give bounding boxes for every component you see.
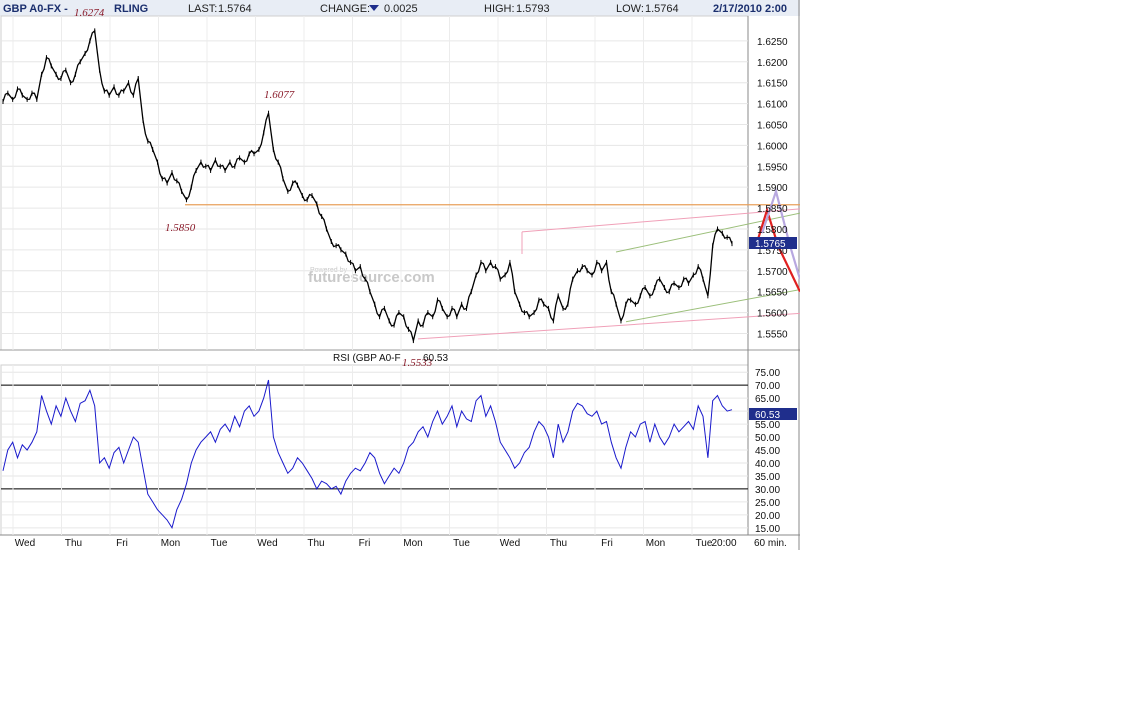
price-tick-label: 1.6200 bbox=[757, 58, 788, 69]
x-axis-label: Thu bbox=[65, 538, 82, 549]
price-gridlines bbox=[1, 16, 748, 350]
header-change-label: CHANGE: bbox=[320, 3, 370, 15]
price-annotation: 1.6077 bbox=[264, 89, 295, 101]
channel-pink-lower bbox=[417, 312, 800, 340]
price-tick-label: 1.6050 bbox=[757, 120, 788, 131]
x-axis-label: Thu bbox=[307, 538, 324, 549]
rsi-tick-label: 45.00 bbox=[755, 446, 780, 457]
quote-header: GBP A0-FX - RLING LAST: 1.5764 CHANGE: 0… bbox=[0, 0, 800, 16]
header-symbol-tail: RLING bbox=[114, 3, 148, 15]
header-datetime: 2/17/2010 2:00 bbox=[713, 3, 787, 15]
x-axis-unit-label: 60 min. bbox=[754, 538, 787, 549]
rsi-last-marker bbox=[749, 408, 797, 420]
rsi-series bbox=[2, 379, 733, 530]
x-axis-label: Tue bbox=[696, 538, 713, 549]
chart-canvas: GBP A0-FX - RLING LAST: 1.5764 CHANGE: 0… bbox=[0, 0, 800, 550]
chart-container: GBP A0-FX - RLING LAST: 1.5764 CHANGE: 0… bbox=[0, 0, 800, 550]
price-annotation: 1.6274 bbox=[74, 7, 105, 19]
header-low-value: 1.5764 bbox=[645, 3, 679, 15]
price-last-value: 1.5765 bbox=[755, 239, 786, 250]
watermark: futuresource.com bbox=[308, 269, 435, 286]
price-tick-label: 1.5750 bbox=[757, 246, 788, 257]
header-symbol: GBP A0-FX - bbox=[3, 3, 68, 15]
rsi-tick-label: 30.00 bbox=[755, 485, 780, 496]
price-last-marker bbox=[749, 237, 797, 249]
price-tick-label: 1.6250 bbox=[757, 37, 788, 48]
price-tick-label: 1.5700 bbox=[757, 267, 788, 278]
rsi-line bbox=[2, 379, 733, 530]
forecast-path-lavender bbox=[760, 187, 800, 280]
rsi-tick-label: 50.00 bbox=[755, 433, 780, 444]
header-bar bbox=[0, 0, 800, 16]
rsi-last-value: 60.53 bbox=[755, 410, 780, 421]
channel-green-lower bbox=[625, 289, 800, 323]
price-tick-label: 1.5550 bbox=[757, 329, 788, 340]
channel-green-upper bbox=[615, 212, 800, 253]
x-axis-label: Thu bbox=[550, 538, 567, 549]
price-tick-label: 1.6000 bbox=[757, 141, 788, 152]
rsi-title: RSI (GBP A0-F bbox=[333, 353, 401, 364]
rsi-tick-label: 70.00 bbox=[755, 381, 780, 392]
x-axis-label: Mon bbox=[646, 538, 665, 549]
price-line bbox=[2, 29, 733, 344]
rsi-tick-label: 40.00 bbox=[755, 459, 780, 470]
price-annotation: 1.5850 bbox=[165, 222, 196, 234]
price-axis-ticks: 1.6250 1.6200 1.6150 1.6100 1.6050 1.6000 1.59… bbox=[757, 37, 788, 341]
rsi-tick-label: 75.00 bbox=[755, 368, 780, 379]
rsi-tick-label: 20.00 bbox=[755, 511, 780, 522]
price-annotations: 1.6274 1.6077 1.5850 1.5533 bbox=[74, 7, 433, 369]
price-tick-label: 1.5800 bbox=[757, 225, 788, 236]
price-tick-label: 1.6150 bbox=[757, 79, 788, 90]
x-axis-label: Mon bbox=[161, 538, 180, 549]
header-high-value: 1.5793 bbox=[516, 3, 550, 15]
price-tick-label: 1.6100 bbox=[757, 100, 788, 111]
x-axis-label: Wed bbox=[15, 538, 35, 549]
channel-pink-upper bbox=[521, 208, 800, 233]
price-tick-label: 1.5950 bbox=[757, 162, 788, 173]
rsi-tick-label: 15.00 bbox=[755, 524, 780, 535]
price-tick-label: 1.5650 bbox=[757, 288, 788, 299]
x-axis-label: Tue bbox=[453, 538, 470, 549]
rsi-title-value: 60.53 bbox=[423, 353, 448, 364]
header-last-label: LAST: bbox=[188, 3, 217, 15]
x-axis-labels: Wed Thu Fri Mon Tue Wed Thu Fri Mon Tue Wed Thu Fri M… bbox=[15, 538, 787, 549]
price-annotation: 1.5533 bbox=[402, 357, 433, 369]
rsi-tick-label: 25.00 bbox=[755, 498, 780, 509]
price-tick-label: 1.5900 bbox=[757, 183, 788, 194]
header-low-label: LOW: bbox=[616, 3, 644, 15]
header-last-value: 1.5764 bbox=[218, 3, 252, 15]
rsi-tick-label: 55.00 bbox=[755, 420, 780, 431]
rsi-tick-label: 65.00 bbox=[755, 394, 780, 405]
x-axis-label: 20:00 bbox=[711, 538, 736, 549]
header-high-label: HIGH: bbox=[484, 3, 515, 15]
x-axis-label: Mon bbox=[403, 538, 422, 549]
price-tick-label: 1.5600 bbox=[757, 309, 788, 320]
rsi-tick-label: 35.00 bbox=[755, 472, 780, 483]
x-axis-label: Fri bbox=[359, 538, 371, 549]
down-arrow-icon bbox=[369, 5, 379, 11]
x-axis-label: Wed bbox=[500, 538, 520, 549]
price-tick-label: 1.5850 bbox=[757, 204, 788, 215]
header-change-value: 0.0025 bbox=[384, 3, 418, 15]
x-axis-label: Tue bbox=[211, 538, 228, 549]
price-series bbox=[2, 28, 733, 344]
x-axis-label: Fri bbox=[116, 538, 128, 549]
rsi-gridlines bbox=[1, 365, 748, 535]
x-axis-label: Fri bbox=[601, 538, 613, 549]
x-axis-label: Wed bbox=[257, 538, 277, 549]
